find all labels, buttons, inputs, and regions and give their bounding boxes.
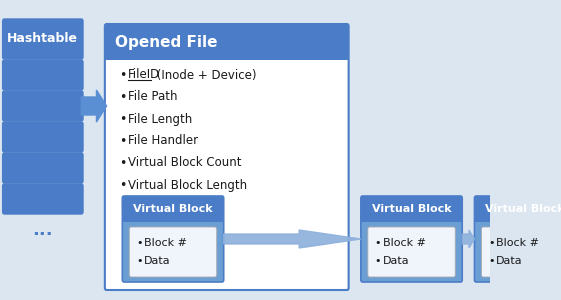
FancyBboxPatch shape [361,196,462,222]
Polygon shape [81,90,107,122]
Text: Virtual Block: Virtual Block [485,204,561,214]
Text: Data: Data [496,256,523,266]
Text: Block #: Block # [383,238,426,248]
Text: •: • [136,238,143,248]
Text: •: • [119,68,126,82]
Text: •: • [375,256,381,266]
Text: File Handler: File Handler [127,134,197,148]
Text: Block #: Block # [144,238,187,248]
FancyBboxPatch shape [122,196,224,222]
FancyBboxPatch shape [368,227,455,277]
Text: (Inode + Device): (Inode + Device) [153,68,256,82]
FancyBboxPatch shape [3,19,83,59]
Text: ...: ... [33,221,53,239]
FancyBboxPatch shape [3,91,83,121]
Text: •: • [119,112,126,125]
FancyBboxPatch shape [3,60,83,90]
FancyBboxPatch shape [3,122,83,152]
Text: Data: Data [383,256,410,266]
FancyBboxPatch shape [3,153,83,183]
Text: •: • [375,238,381,248]
Text: •: • [119,200,126,214]
FancyBboxPatch shape [475,196,561,222]
Polygon shape [462,230,475,248]
Text: File Length: File Length [127,112,192,125]
Text: Hashtable: Hashtable [7,32,79,46]
FancyBboxPatch shape [105,24,348,60]
Text: FileID: FileID [127,68,160,82]
FancyBboxPatch shape [481,227,561,277]
Text: •: • [119,134,126,148]
Polygon shape [224,230,361,248]
Text: •: • [119,157,126,169]
FancyBboxPatch shape [130,227,217,277]
Text: Virtual Block: Virtual Block [372,204,452,214]
FancyBboxPatch shape [475,196,561,282]
Text: Virtual Block: Virtual Block [133,204,213,214]
Text: Data: Data [144,256,171,266]
Text: Virtual Block Length: Virtual Block Length [127,178,247,191]
Text: Virtual Block Count: Virtual Block Count [127,157,241,169]
Text: •: • [119,178,126,191]
Text: File Path: File Path [127,91,177,103]
Text: Opened File: Opened File [116,34,218,50]
FancyBboxPatch shape [105,24,348,290]
Text: •: • [119,91,126,103]
Text: Block #: Block # [496,238,539,248]
FancyBboxPatch shape [361,196,462,282]
Text: •: • [136,256,143,266]
Text: •: • [489,238,495,248]
FancyBboxPatch shape [122,196,224,282]
Text: •: • [489,256,495,266]
FancyBboxPatch shape [3,184,83,214]
